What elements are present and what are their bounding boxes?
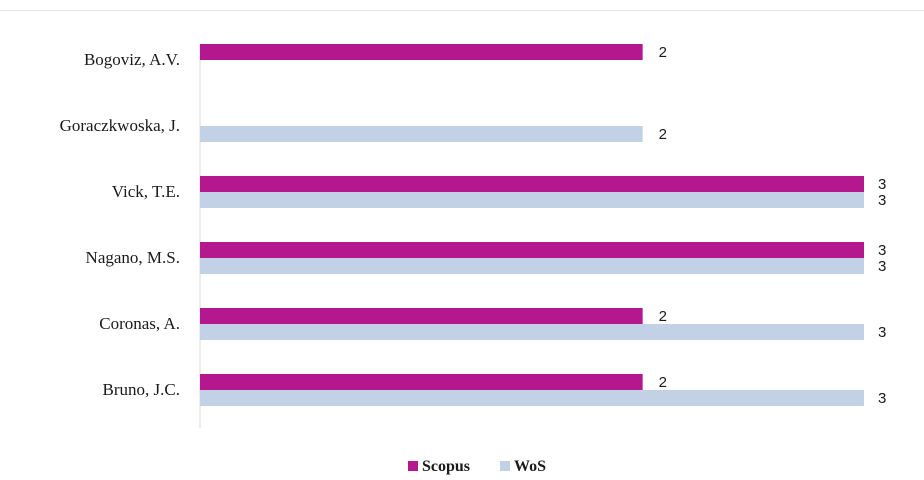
- category-label-coronas-a: Coronas, A.: [99, 314, 180, 333]
- bars: [200, 44, 864, 406]
- bar-wos-vick-t-e: [200, 192, 864, 208]
- value-label-wos-bruno-j-c: 3: [878, 390, 886, 407]
- value-label-wos-goraczkwoska-j: 2: [659, 126, 667, 143]
- category-labels: Bogoviz, A.V. Goraczkwoska, J. Vick, T.E. N…: [60, 50, 180, 399]
- legend-swatch-scopus: [408, 461, 418, 471]
- category-label-bogoviz-a-v: Bogoviz, A.V.: [84, 50, 180, 69]
- category-label-vick-t-e: Vick, T.E.: [112, 182, 180, 201]
- bar-scopus-bruno-j-c: [200, 374, 643, 390]
- value-label-scopus-coronas-a: 2: [659, 308, 667, 325]
- bar-scopus-bogoviz-a-v: [200, 44, 643, 60]
- legend-swatch-wos: [500, 461, 510, 471]
- category-label-goraczkwoska-j: Goraczkwoska, J.: [60, 116, 180, 135]
- bar-wos-bruno-j-c: [200, 390, 864, 406]
- value-label-scopus-vick-t-e: 3: [878, 176, 886, 193]
- category-label-nagano-m-s: Nagano, M.S.: [86, 248, 180, 267]
- bar-wos-coronas-a: [200, 324, 864, 340]
- legend: Scopus WoS: [408, 458, 546, 475]
- bar-scopus-vick-t-e: [200, 176, 864, 192]
- value-label-wos-vick-t-e: 3: [878, 192, 886, 209]
- legend-label-wos: WoS: [514, 458, 546, 475]
- value-label-scopus-bruno-j-c: 2: [659, 374, 667, 391]
- bar-scopus-nagano-m-s: [200, 242, 864, 258]
- top-divider: [0, 10, 924, 11]
- value-label-wos-coronas-a: 3: [878, 324, 886, 341]
- value-label-scopus-bogoviz-a-v: 2: [659, 44, 667, 61]
- value-label-wos-nagano-m-s: 3: [878, 258, 886, 275]
- category-label-bruno-j-c: Bruno, J.C.: [103, 380, 180, 399]
- bar-scopus-coronas-a: [200, 308, 643, 324]
- bar-wos-goraczkwoska-j: [200, 126, 643, 142]
- bar-wos-nagano-m-s: [200, 258, 864, 274]
- value-label-scopus-nagano-m-s: 3: [878, 242, 886, 259]
- legend-label-scopus: Scopus: [422, 458, 470, 475]
